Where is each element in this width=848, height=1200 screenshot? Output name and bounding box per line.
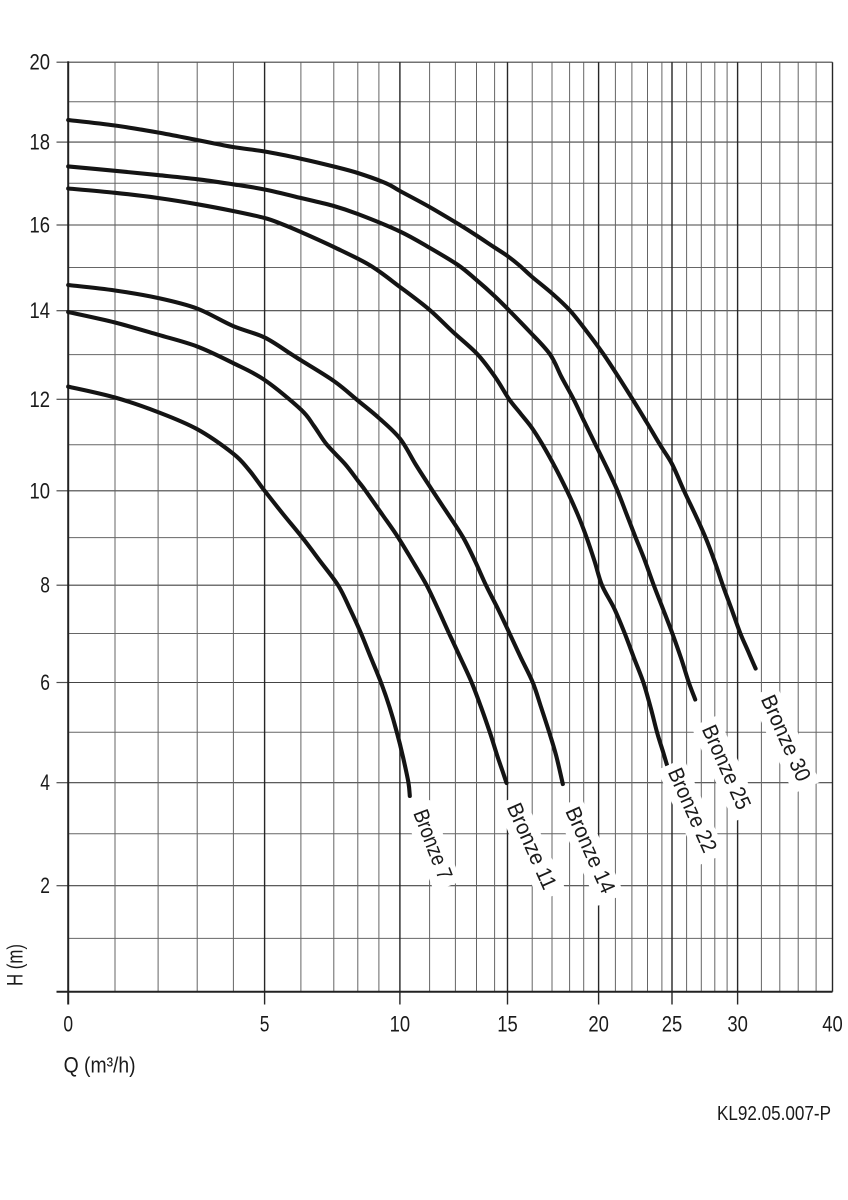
svg-text:20: 20 <box>588 1012 609 1037</box>
svg-text:16: 16 <box>30 213 51 238</box>
svg-text:10: 10 <box>30 478 51 503</box>
svg-text:KL92.05.007-P: KL92.05.007-P <box>717 1102 831 1125</box>
svg-text:20: 20 <box>30 50 51 75</box>
svg-text:4: 4 <box>40 770 50 795</box>
svg-text:8: 8 <box>40 573 50 598</box>
svg-text:40: 40 <box>822 1012 843 1037</box>
svg-text:0: 0 <box>63 1012 73 1037</box>
svg-text:H (m): H (m) <box>3 944 28 986</box>
svg-text:15: 15 <box>497 1012 518 1037</box>
svg-text:5: 5 <box>260 1012 270 1037</box>
svg-text:12: 12 <box>30 387 51 412</box>
svg-text:6: 6 <box>40 670 50 695</box>
svg-text:18: 18 <box>30 130 51 155</box>
svg-text:25: 25 <box>662 1012 683 1037</box>
svg-text:2: 2 <box>40 873 50 898</box>
svg-text:Q (m³/h): Q (m³/h) <box>64 1053 136 1078</box>
svg-text:30: 30 <box>727 1012 748 1037</box>
svg-text:14: 14 <box>30 298 51 323</box>
svg-text:10: 10 <box>390 1012 411 1037</box>
